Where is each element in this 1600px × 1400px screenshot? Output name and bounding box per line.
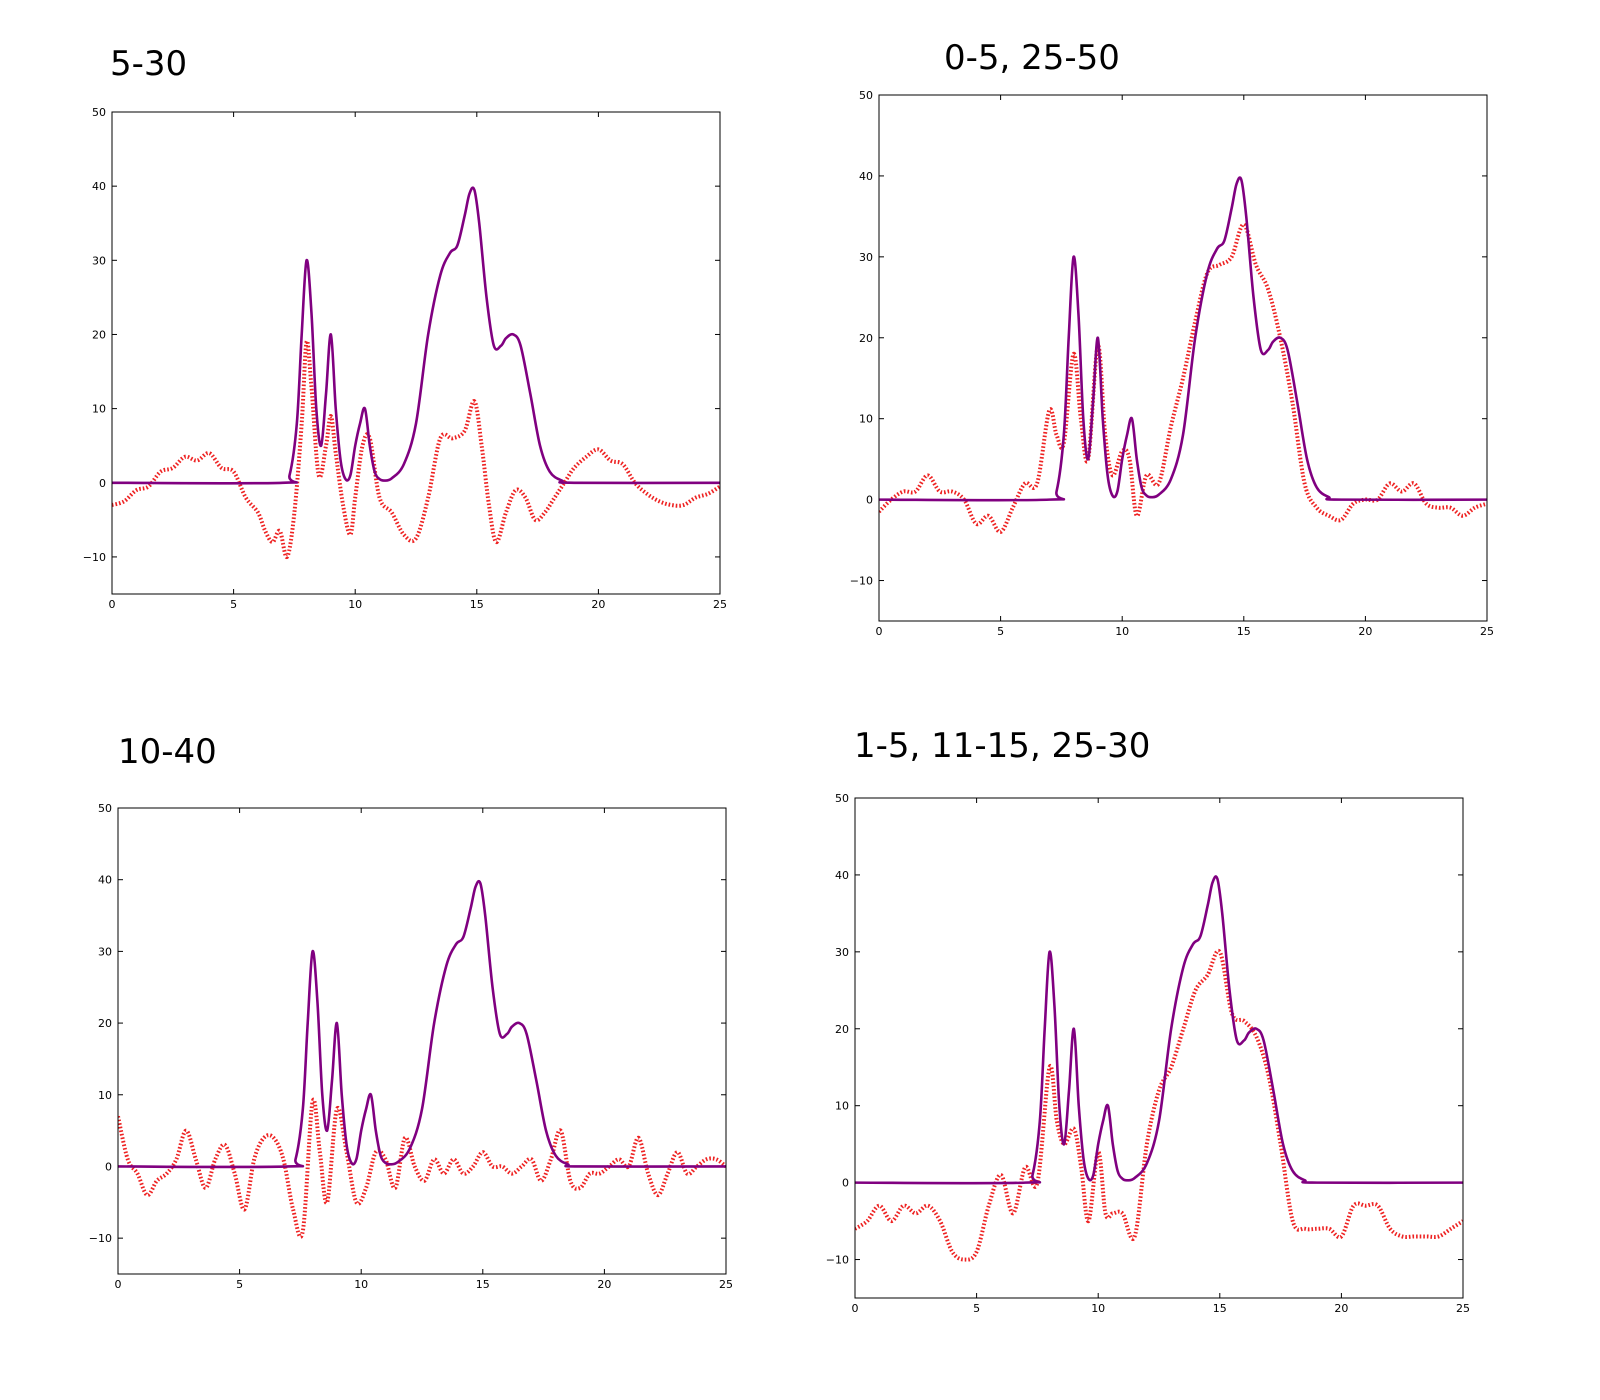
- x-tick-label: 5: [973, 1302, 980, 1315]
- x-tick-label: 10: [354, 1278, 368, 1291]
- y-tick-label: 40: [98, 874, 112, 887]
- x-tick-label: 0: [115, 1278, 122, 1291]
- chart-plot: 0 5 10 15 20 25 −10 0 10 20 30 40 50: [89, 802, 733, 1291]
- y-tick-label: −10: [89, 1232, 112, 1245]
- chart-plot: 0 5 10 15 20 25 −10 0 10 20 30 40 50: [83, 106, 727, 611]
- x-tick-label: 20: [1358, 625, 1372, 638]
- y-tick-label: 20: [92, 328, 106, 341]
- x-tick-label: 0: [852, 1302, 859, 1315]
- y-tick-label: 10: [92, 403, 106, 416]
- series-solid-line: [879, 176, 1487, 502]
- y-tick-label: 0: [99, 477, 106, 490]
- x-tick-label: 20: [591, 598, 605, 611]
- y-tick-label: 50: [859, 89, 873, 102]
- plot-frame: [117, 807, 727, 1275]
- x-tick-label: 5: [230, 598, 237, 611]
- y-tick-label: 50: [92, 106, 106, 119]
- y-tick-label: 10: [98, 1089, 112, 1102]
- x-tick-label: 25: [1456, 1302, 1470, 1315]
- y-tick-label: 0: [105, 1160, 112, 1173]
- y-tick-label: 10: [859, 413, 873, 426]
- series-solid-line: [855, 875, 1463, 1185]
- series-solid-line: [112, 186, 720, 485]
- chart-panel-2: 0-5, 25-50 0 5 10 15 20 25 −10 0 10 20 30 40 50: [800, 0, 1600, 700]
- y-tick-label: 40: [92, 180, 106, 193]
- y-tick-label: 50: [98, 802, 112, 815]
- y-tick-label: 30: [98, 945, 112, 958]
- y-tick-label: 30: [92, 254, 106, 267]
- chart-title: 1-5, 11-15, 25-30: [854, 726, 1151, 766]
- series-dotted-line: [112, 339, 720, 559]
- x-tick-label: 20: [597, 1278, 611, 1291]
- x-tick-label: 20: [1334, 1302, 1348, 1315]
- y-tick-label: 40: [859, 170, 873, 183]
- y-tick-label: 30: [835, 946, 849, 959]
- chart-title: 0-5, 25-50: [944, 38, 1120, 78]
- chart-plot: 0 5 10 15 20 25 −10 0 10 20 30 40 50: [850, 89, 1494, 638]
- y-tick-label: 20: [835, 1023, 849, 1036]
- plot-frame: [854, 797, 1464, 1299]
- series-dotted-line: [118, 1097, 726, 1239]
- x-tick-label: 25: [713, 598, 727, 611]
- x-tick-label: 5: [236, 1278, 243, 1291]
- y-tick-label: 10: [835, 1100, 849, 1113]
- x-tick-label: 10: [348, 598, 362, 611]
- x-tick-label: 25: [1480, 625, 1494, 638]
- y-tick-label: −10: [850, 575, 873, 588]
- chart-title: 5-30: [110, 44, 188, 84]
- plot-frame: [878, 94, 1488, 622]
- y-tick-label: −10: [83, 551, 106, 564]
- x-tick-label: 25: [719, 1278, 733, 1291]
- x-tick-label: 0: [876, 625, 883, 638]
- series-dotted-line: [855, 948, 1463, 1262]
- y-tick-label: 40: [835, 869, 849, 882]
- x-tick-label: 5: [997, 625, 1004, 638]
- chart-panel-4: 1-5, 11-15, 25-30 0 5 10 15 20 25 −10 0 10 20 30 40…: [800, 700, 1600, 1400]
- y-tick-label: 20: [98, 1017, 112, 1030]
- chart-title: 10-40: [118, 732, 217, 772]
- y-tick-label: 0: [842, 1177, 849, 1190]
- x-tick-label: 15: [1213, 1302, 1227, 1315]
- chart-plot: 0 5 10 15 20 25 −10 0 10 20 30 40 50: [826, 792, 1470, 1315]
- plot-frame: [111, 111, 721, 595]
- series-dotted-line: [879, 222, 1487, 534]
- x-tick-label: 10: [1091, 1302, 1105, 1315]
- y-tick-label: 50: [835, 792, 849, 805]
- chart-panel-1: 5-30 0 5 10 15 20 25 −10 0 10 20 30 40 50: [0, 0, 800, 700]
- x-tick-label: 15: [476, 1278, 490, 1291]
- y-tick-label: 20: [859, 332, 873, 345]
- chart-panel-3: 10-40 0 5 10 15 20 25 −10 0 10 20 30 40 50: [0, 700, 800, 1400]
- y-tick-label: 30: [859, 251, 873, 264]
- y-tick-label: 0: [866, 494, 873, 507]
- x-tick-label: 10: [1115, 625, 1129, 638]
- x-tick-label: 15: [1237, 625, 1251, 638]
- series-solid-line: [118, 879, 726, 1169]
- x-tick-label: 15: [470, 598, 484, 611]
- x-tick-label: 0: [109, 598, 116, 611]
- y-tick-label: −10: [826, 1254, 849, 1267]
